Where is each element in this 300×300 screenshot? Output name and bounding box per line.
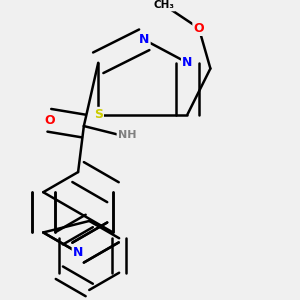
- Text: O: O: [44, 114, 55, 127]
- Text: S: S: [94, 108, 103, 121]
- Text: NH: NH: [118, 130, 136, 140]
- Text: O: O: [194, 22, 204, 35]
- Text: N: N: [73, 246, 83, 259]
- Text: N: N: [182, 56, 193, 69]
- Text: CH₃: CH₃: [154, 0, 175, 10]
- Text: N: N: [139, 33, 149, 46]
